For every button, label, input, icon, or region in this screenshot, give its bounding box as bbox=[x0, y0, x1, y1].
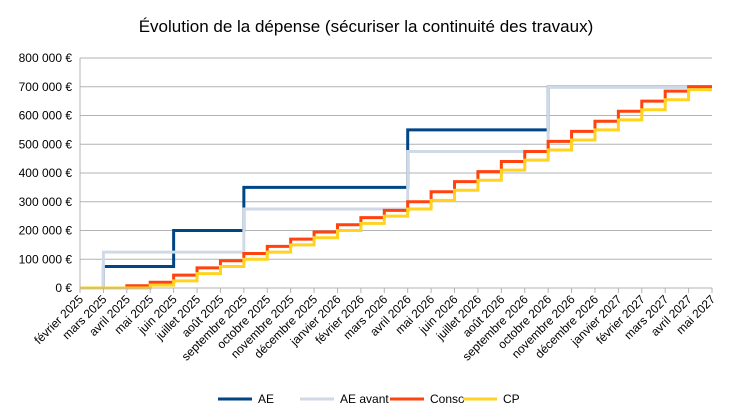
series-line-cp bbox=[80, 88, 712, 290]
y-tick-label: 800 000 € bbox=[19, 51, 73, 65]
y-tick-label: 600 000 € bbox=[19, 109, 73, 123]
series-lines bbox=[80, 85, 712, 290]
y-tick-label: 700 000 € bbox=[19, 80, 73, 94]
legend: AE AE avant Conso CP bbox=[218, 392, 520, 406]
legend-conso-label: Conso bbox=[430, 392, 465, 406]
legend-cp-label: CP bbox=[503, 392, 520, 406]
legend-ae-label: AE bbox=[258, 392, 274, 406]
y-axis-ticks: 0 € 100 000 € 200 000 € 300 000 € 400 000 € 5… bbox=[19, 51, 73, 295]
y-tick-label: 100 000 € bbox=[19, 252, 73, 266]
y-tick-label: 300 000 € bbox=[19, 195, 73, 209]
y-tick-label: 400 000 € bbox=[19, 166, 73, 180]
axis-lines bbox=[79, 58, 712, 289]
y-tick-label: 500 000 € bbox=[19, 137, 73, 151]
chart-title: Évolution de la dépense (sécuriser la co… bbox=[139, 17, 594, 36]
legend-ae-avant-label: AE avant bbox=[340, 392, 389, 406]
y-tick-label: 0 € bbox=[55, 281, 72, 295]
y-tick-label: 200 000 € bbox=[19, 224, 73, 238]
